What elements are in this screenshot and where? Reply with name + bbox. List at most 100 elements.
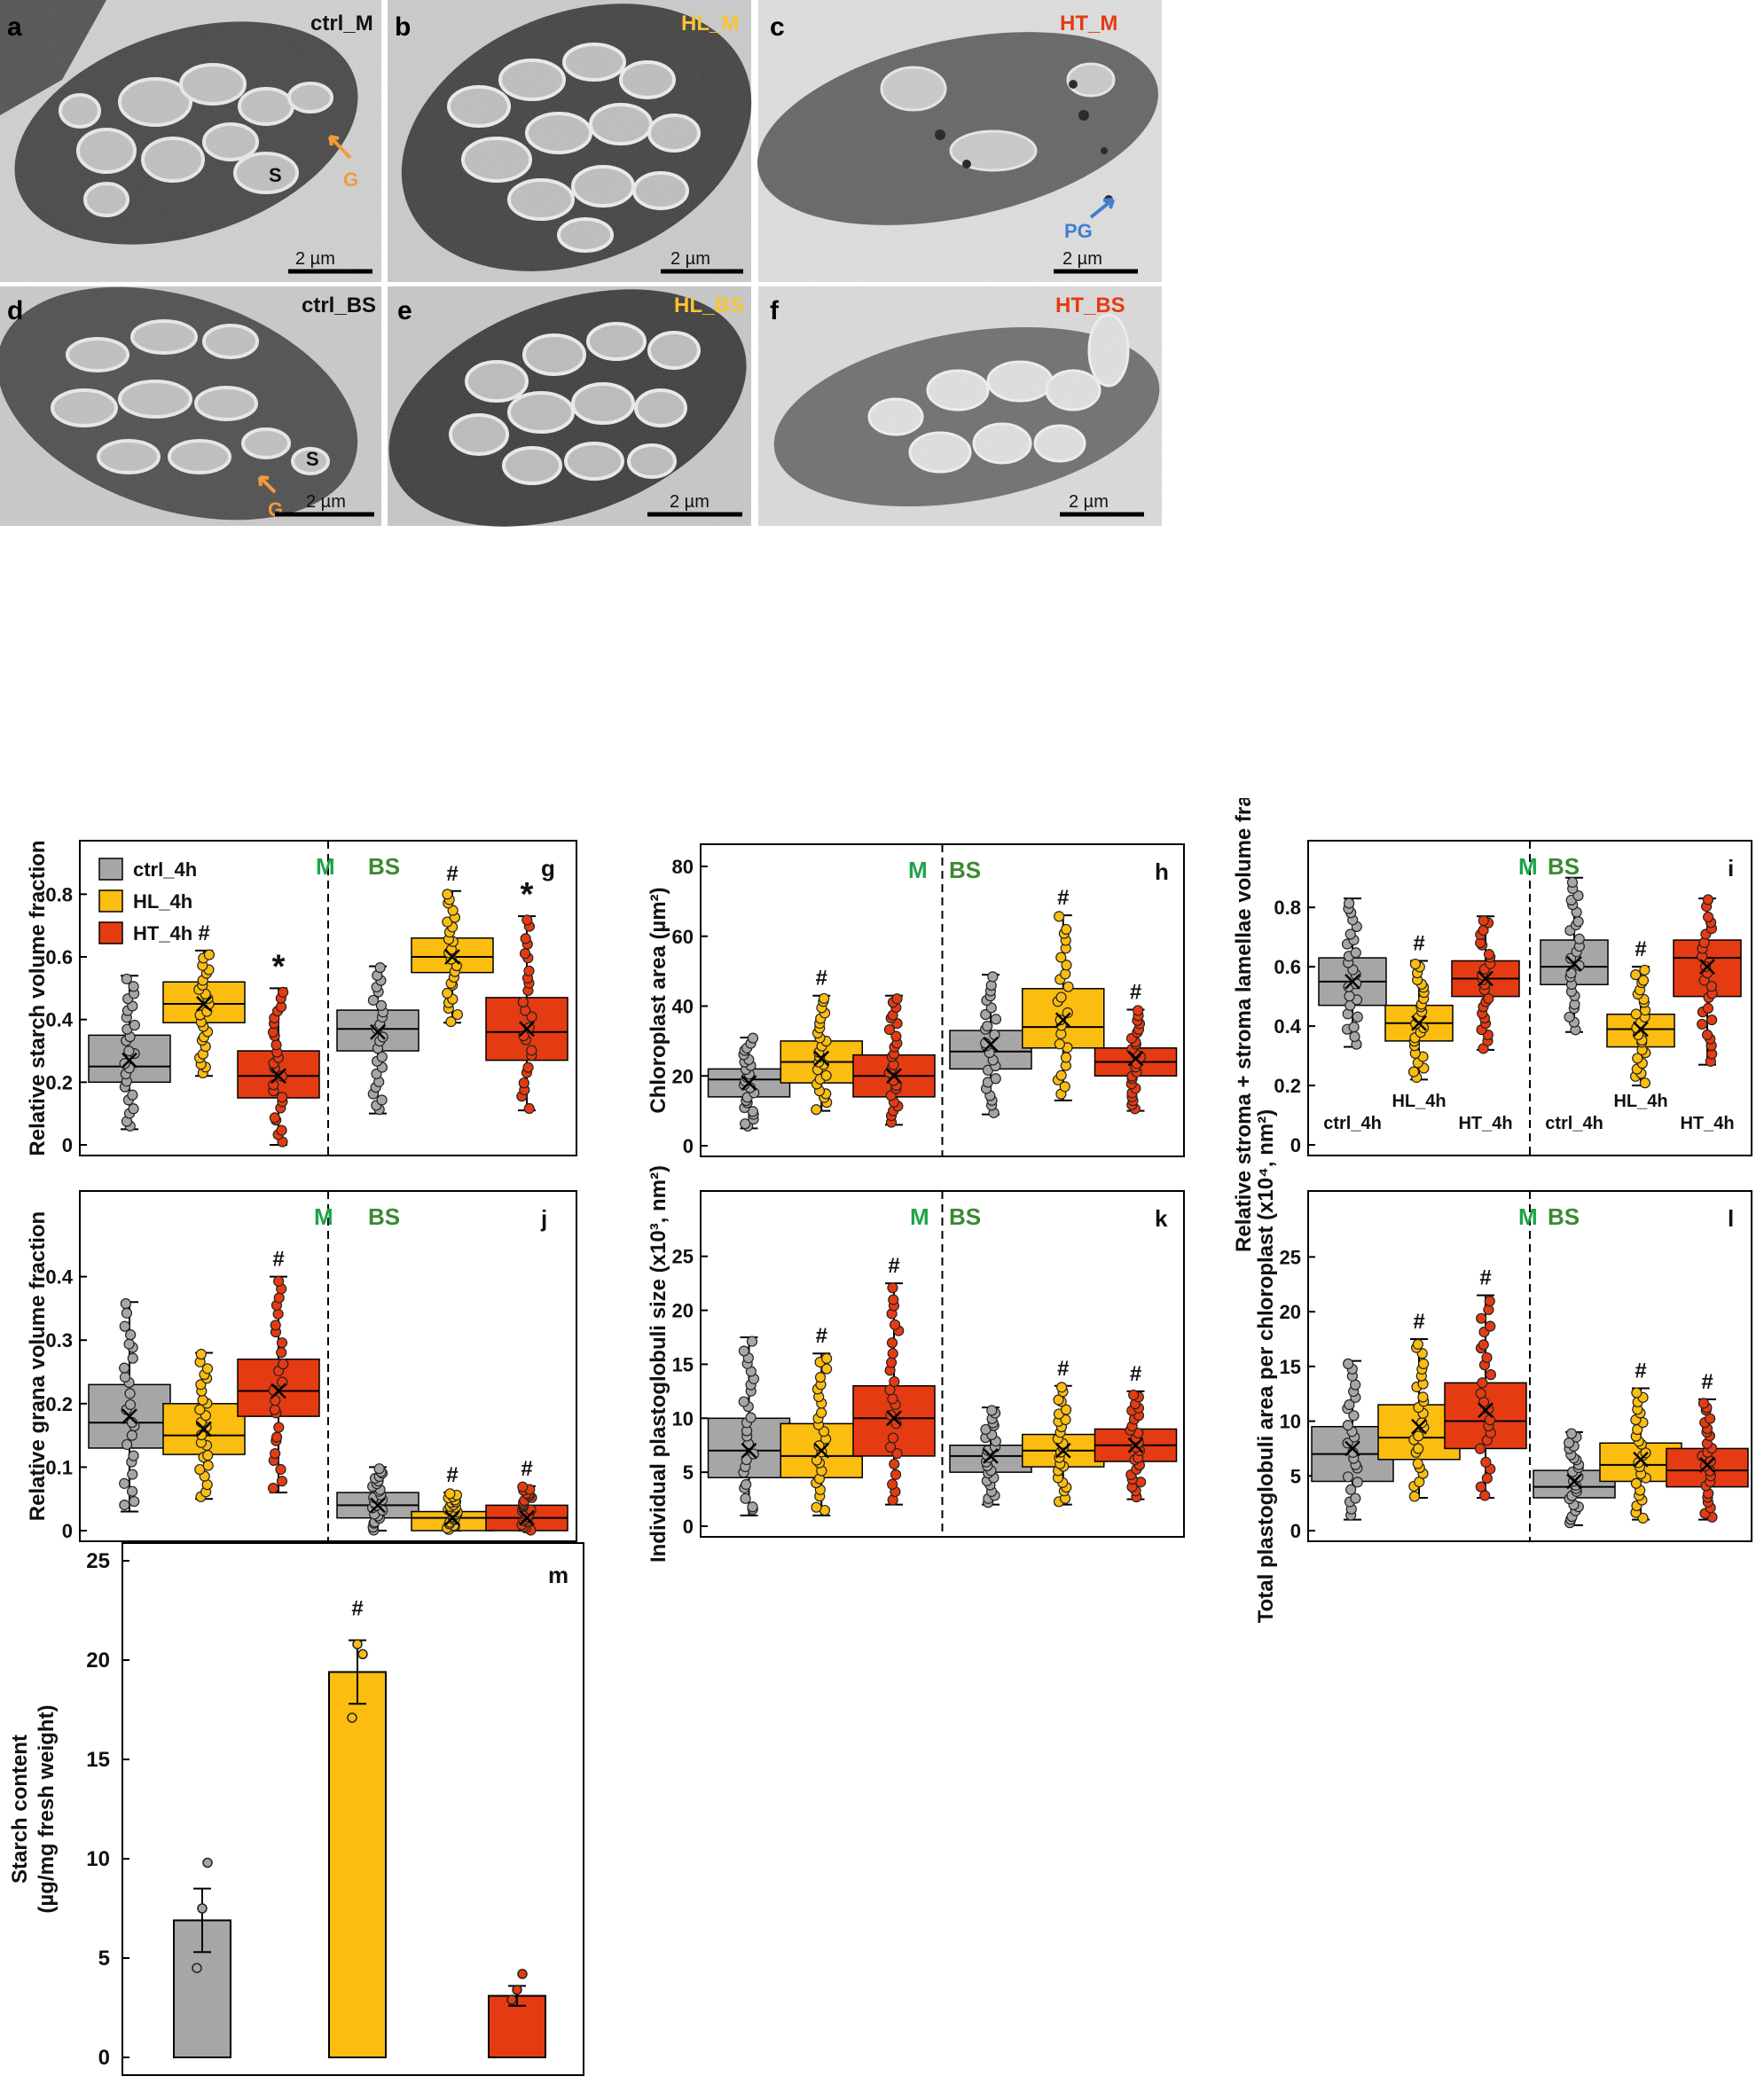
data-point xyxy=(128,1450,139,1461)
group-axis-label: HT_4h xyxy=(1458,1114,1512,1133)
box-m-HL_4h: # xyxy=(162,921,246,1078)
micrograph-f: f HT_BS 2 µm xyxy=(758,286,1162,526)
data-point xyxy=(1640,1447,1651,1459)
data-point xyxy=(1705,981,1717,992)
data-point xyxy=(1475,1481,1486,1492)
data-point xyxy=(1055,952,1067,963)
y-tick-label: 0.3 xyxy=(45,1329,73,1351)
legend-label: HT_4h xyxy=(133,922,192,944)
mean-marker xyxy=(196,1421,212,1438)
mean-marker xyxy=(1566,1473,1582,1490)
data-point xyxy=(506,1994,517,2005)
box-m-HT_4h: # xyxy=(237,1248,320,1494)
micrograph-d: d ctrl_BS S G 2 µm xyxy=(0,286,381,526)
y-tick-label: 0 xyxy=(1290,1134,1301,1156)
scale-label-b: 2 µm xyxy=(670,249,710,269)
mean-marker xyxy=(1054,1012,1071,1029)
y-tick-label: 0.4 xyxy=(45,1009,73,1031)
panel-label-c: HT_M xyxy=(1060,12,1117,35)
data-point xyxy=(522,1062,534,1073)
mean-marker xyxy=(370,1023,386,1040)
data-point xyxy=(273,1292,285,1304)
data-point xyxy=(523,1102,535,1115)
data-point xyxy=(985,980,997,991)
data-point xyxy=(278,1359,289,1370)
scale-label-d: 2 µm xyxy=(306,492,346,512)
section-label-m: M xyxy=(314,1203,333,1230)
y-tick-label: 10 xyxy=(1280,1411,1301,1433)
box-bs-ctrl_4h xyxy=(1540,876,1609,1036)
data-point xyxy=(887,1478,898,1490)
mean-marker xyxy=(813,1442,830,1459)
data-point xyxy=(1573,933,1585,944)
data-point xyxy=(1639,1077,1650,1089)
panel-label-f: HT_BS xyxy=(1055,294,1125,317)
data-point xyxy=(891,993,903,1005)
data-point xyxy=(1477,1377,1488,1389)
data-point xyxy=(982,1021,993,1032)
data-point xyxy=(1630,1477,1642,1489)
data-point xyxy=(1342,1420,1354,1431)
mean-marker xyxy=(1411,1015,1427,1031)
data-point xyxy=(520,933,531,944)
data-point xyxy=(1054,1015,1066,1026)
data-point xyxy=(887,1348,898,1359)
data-point xyxy=(1407,1066,1420,1077)
data-point xyxy=(526,1011,537,1022)
data-point xyxy=(885,1357,898,1368)
data-point xyxy=(1475,1388,1486,1399)
mean-marker xyxy=(983,1447,999,1464)
mean-marker xyxy=(122,1052,137,1069)
y-axis-label: Relative grana volume fraction xyxy=(26,1211,50,1521)
panel-letter-g: g xyxy=(541,855,555,881)
mean-marker xyxy=(122,1408,137,1425)
grana-arrow-icon xyxy=(328,135,352,160)
legend-swatch xyxy=(98,921,123,944)
y-tick-label: 5 xyxy=(1290,1465,1301,1487)
data-point xyxy=(202,1450,214,1461)
data-point xyxy=(268,1482,279,1494)
scale-label-e: 2 µm xyxy=(670,492,710,512)
data-point xyxy=(347,1712,357,1723)
data-point xyxy=(891,1447,903,1460)
starch-label-s-d: S xyxy=(306,448,319,470)
data-point xyxy=(811,1104,822,1116)
data-point xyxy=(121,973,132,985)
data-point xyxy=(1055,991,1067,1003)
data-point xyxy=(1481,1351,1493,1364)
data-point xyxy=(119,1477,130,1489)
mean-marker xyxy=(1411,1418,1427,1435)
data-point xyxy=(201,1363,214,1375)
data-point xyxy=(270,1320,281,1331)
data-point xyxy=(1054,911,1065,922)
micrograph-b: b HL_M 2 µm xyxy=(388,0,752,282)
data-point xyxy=(1572,916,1584,928)
data-point xyxy=(745,1412,757,1423)
significance-mark: # xyxy=(1057,886,1069,910)
mean-marker xyxy=(444,949,460,965)
data-point xyxy=(1133,1005,1144,1016)
significance-mark: # xyxy=(1479,1266,1491,1290)
y-tick-label: 15 xyxy=(672,1353,694,1375)
bar-ctrl_4h: ctrl_4h xyxy=(173,1857,231,2058)
significance-mark: # xyxy=(1413,1310,1424,1334)
data-point xyxy=(121,1307,133,1319)
box-bs-ctrl_4h xyxy=(1533,1428,1616,1529)
box-m-HL_4h: # xyxy=(1384,931,1454,1084)
data-point xyxy=(275,1463,286,1476)
data-point xyxy=(1484,1296,1495,1307)
legend-label: HL_4h xyxy=(133,890,192,913)
data-point xyxy=(741,1478,752,1491)
data-point xyxy=(741,1453,752,1466)
data-point xyxy=(120,1297,131,1310)
y-tick-label: 0.2 xyxy=(45,1393,73,1415)
data-point xyxy=(1639,964,1650,976)
data-point xyxy=(1352,1011,1363,1022)
data-point xyxy=(1062,1007,1073,1019)
significance-mark: # xyxy=(351,1597,363,1621)
significance-mark: # xyxy=(1130,1362,1141,1386)
data-point xyxy=(278,986,289,998)
data-point xyxy=(1573,960,1585,971)
data-point xyxy=(890,1030,902,1042)
data-point xyxy=(1412,1338,1423,1350)
